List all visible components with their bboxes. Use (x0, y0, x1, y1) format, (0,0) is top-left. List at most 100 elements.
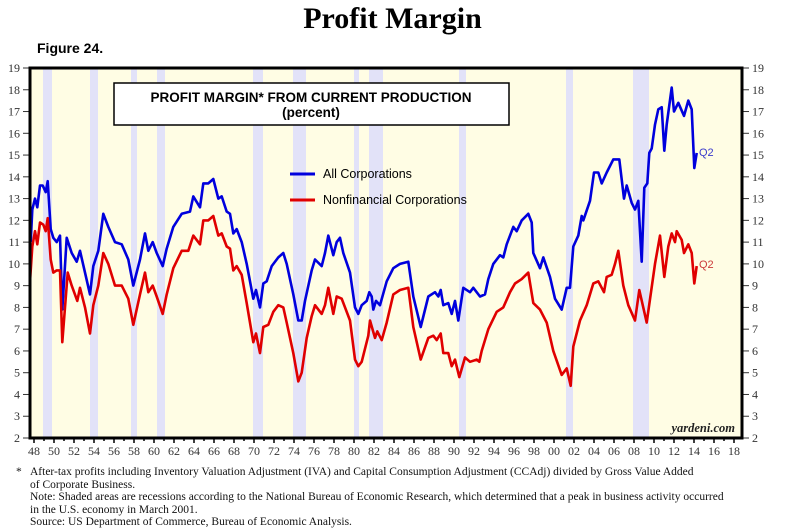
chart-title-box (113, 82, 510, 126)
y-tick-label-left: 18 (8, 83, 20, 97)
y-tick-label-right: 4 (752, 387, 758, 401)
x-tick-label: 76 (308, 444, 320, 458)
y-tick-label-right: 13 (752, 192, 764, 206)
x-tick-label: 88 (428, 444, 440, 458)
series-line-nonfinancial (28, 214, 698, 388)
x-tick-label: 98 (528, 444, 540, 458)
recession-band (354, 68, 359, 438)
y-tick-label-left: 3 (14, 409, 20, 423)
x-tick-label: 96 (508, 444, 520, 458)
y-tick-label-right: 14 (752, 170, 764, 184)
x-tick-label: 62 (168, 444, 180, 458)
y-tick-label-left: 17 (8, 105, 20, 119)
x-tick-label: 06 (608, 444, 620, 458)
chart-subtitle: (percent) (282, 105, 340, 120)
y-tick-label-right: 7 (752, 322, 758, 336)
x-tick-label: 92 (468, 444, 480, 458)
footnotes: * After-tax profits including Inventory … (16, 466, 724, 529)
end-label-nonfinancial: Q2 (699, 259, 714, 271)
y-tick-label-right: 3 (752, 409, 758, 423)
x-tick-label: 54 (88, 444, 100, 458)
x-tick-label: 68 (228, 444, 240, 458)
footnote-line: of Corporate Business. (30, 478, 136, 491)
x-tick-label: 08 (628, 444, 640, 458)
end-label-all: Q2 (699, 147, 714, 159)
y-tick-label-right: 11 (752, 235, 764, 249)
x-tick-label: 52 (68, 444, 80, 458)
footnote-source: Source: US Department of Commerce, Burea… (30, 516, 352, 528)
y-tick-label-left: 7 (14, 322, 20, 336)
page-title: Profit Margin (303, 2, 482, 35)
y-tick-label-right: 8 (752, 300, 758, 314)
x-tick-label: 74 (288, 444, 300, 458)
x-tick-label: 04 (588, 444, 600, 458)
x-tick-label: 86 (408, 444, 420, 458)
x-tick-label: 00 (548, 444, 560, 458)
y-tick-label-left: 15 (8, 148, 20, 162)
footnote-note: in the U.S. economy in March 2001. (30, 503, 198, 516)
y-tick-label-left: 2 (14, 431, 20, 445)
x-tick-label: 66 (208, 444, 220, 458)
y-tick-label-right: 9 (752, 279, 758, 293)
y-tick-label-right: 15 (752, 148, 764, 162)
footnote-note: Note: Shaded areas are recessions accord… (30, 491, 724, 503)
y-tick-label-left: 5 (14, 366, 20, 380)
series-lines (28, 86, 698, 388)
chart-title: PROFIT MARGIN* FROM CURRENT PRODUCTION (151, 90, 472, 105)
y-tick-label-right: 18 (752, 83, 764, 97)
recession-band (253, 68, 263, 438)
x-tick-label: 56 (108, 444, 120, 458)
series-line-all-corporations (29, 86, 698, 329)
y-tick-label-left: 4 (14, 387, 20, 401)
recession-band (369, 68, 383, 438)
footnote-line: After-tax profits including Inventory Va… (30, 466, 694, 478)
y-tick-label-right: 17 (752, 105, 764, 119)
x-tick-label: 12 (668, 444, 680, 458)
x-tick-label: 50 (48, 444, 60, 458)
figure-label: Figure 24. (37, 40, 104, 56)
y-tick-label-left: 11 (8, 235, 20, 249)
y-tick-label-left: 14 (8, 170, 20, 184)
y-tick-label-left: 6 (14, 344, 20, 358)
x-tick-label: 18 (728, 444, 740, 458)
footnote-star: * (16, 466, 22, 478)
x-tick-label: 84 (388, 444, 400, 458)
legend-label-nonfinancial: Nonfinancial Corporations (323, 193, 467, 207)
recession-band (293, 68, 306, 438)
x-tick-label: 64 (188, 444, 200, 458)
x-tick-label: 82 (368, 444, 380, 458)
y-tick-label-left: 13 (8, 192, 20, 206)
y-tick-label-left: 8 (14, 300, 20, 314)
y-tick-label-left: 16 (8, 126, 20, 140)
recession-band (157, 68, 165, 438)
x-tick-label: 58 (128, 444, 140, 458)
legend: All Corporations Nonfinancial Corporatio… (290, 167, 467, 207)
y-tick-label-right: 19 (752, 61, 764, 75)
y-tick-label-left: 12 (8, 213, 20, 227)
recession-band (43, 68, 52, 438)
y-tick-label-right: 6 (752, 344, 758, 358)
x-tick-label: 80 (348, 444, 360, 458)
x-tick-label: 70 (248, 444, 260, 458)
y-tick-label-right: 10 (752, 257, 764, 271)
x-tick-label: 14 (688, 444, 700, 458)
legend-label-all: All Corporations (323, 167, 412, 181)
x-tick-label: 10 (648, 444, 660, 458)
x-tick-label: 72 (268, 444, 280, 458)
recession-band (566, 68, 573, 438)
y-tick-label-left: 19 (8, 61, 20, 75)
x-tick-label: 78 (328, 444, 340, 458)
y-tick-label-right: 2 (752, 431, 758, 445)
x-tick-label: 90 (448, 444, 460, 458)
plot-background (30, 68, 742, 438)
x-tick-label: 60 (148, 444, 160, 458)
y-tick-label-right: 5 (752, 366, 758, 380)
x-tick-label: 48 (28, 444, 40, 458)
y-tick-label-left: 10 (8, 257, 20, 271)
plot-frame (28, 66, 744, 440)
y-tick-label-left: 9 (14, 279, 20, 293)
watermark: yardeni.com (669, 421, 735, 435)
x-tick-label: 94 (488, 444, 500, 458)
